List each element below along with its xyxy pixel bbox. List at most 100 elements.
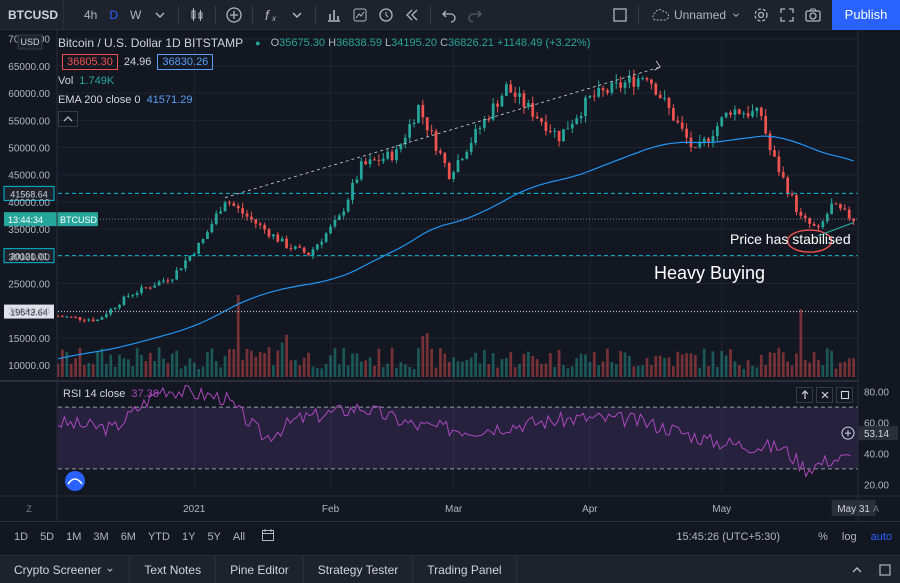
bar-replay-icon[interactable] — [347, 2, 373, 28]
current-price-symbol: BTCUSD — [60, 215, 98, 225]
move-pane-up-button[interactable] — [796, 387, 813, 403]
level-price-label: 30121.01 — [10, 252, 48, 262]
goto-date-icon[interactable] — [255, 528, 281, 545]
chevron-up-panel-icon[interactable] — [850, 563, 864, 577]
horizontal-levels: 41568.64 30121.01 19843.64 13:44:34 BTCUSD — [3, 185, 858, 319]
volume-bar — [96, 351, 99, 377]
rsi-tick-label: 20.00 — [864, 480, 889, 491]
candle-style-icon[interactable] — [184, 2, 210, 28]
candle-body — [421, 105, 425, 118]
symbol-search[interactable]: BTCUSD — [0, 0, 64, 30]
range-5y[interactable]: 5Y — [207, 530, 221, 543]
volume-bar — [452, 357, 455, 377]
camera-snapshot-icon[interactable] — [800, 2, 826, 28]
date-range-bar: 1D 5D 1M 3M 6M YTD 1Y 5Y All 15:45:26 (U… — [0, 521, 900, 551]
volume-bar — [531, 356, 535, 377]
fullscreen-icon[interactable] — [774, 2, 800, 28]
publish-button[interactable]: Publish — [832, 0, 900, 30]
candle-body — [535, 116, 539, 119]
volume-bar — [491, 352, 495, 377]
range-all[interactable]: All — [232, 530, 246, 543]
financials-icon[interactable] — [321, 2, 347, 28]
countdown-label: 13:44:34 — [8, 215, 43, 225]
range-ytd[interactable]: YTD — [147, 530, 170, 543]
volume-bar — [214, 361, 218, 377]
range-3m[interactable]: 3M — [93, 530, 109, 543]
candle-body — [223, 202, 227, 212]
timeframe-1d[interactable]: D — [109, 7, 119, 22]
volume-bar — [144, 361, 148, 377]
auto-scale-toggle[interactable]: auto — [870, 531, 892, 543]
log-scale-toggle[interactable]: log — [841, 531, 857, 543]
timezone-clock[interactable]: 15:45:26 (UTC+5:30) — [676, 531, 780, 543]
undo-icon[interactable] — [436, 2, 462, 28]
sell-button[interactable]: 36805.30 — [62, 53, 118, 70]
tab-strategy-tester[interactable]: Strategy Tester — [304, 555, 414, 583]
candle-body — [540, 118, 543, 122]
volume-bar — [232, 349, 236, 377]
fullscreen-toggle-icon[interactable] — [607, 2, 633, 28]
candle-body — [390, 151, 394, 161]
volume-bar — [702, 348, 706, 377]
current-price-badge — [4, 212, 98, 227]
candle-body — [324, 233, 328, 242]
redo-icon[interactable] — [462, 2, 488, 28]
tab-crypto-screener[interactable]: Crypto Screener — [0, 555, 131, 583]
volume-bar — [179, 368, 183, 377]
range-1y[interactable]: 1Y — [181, 530, 196, 543]
candle-body — [461, 158, 464, 161]
level-price-badge — [3, 248, 55, 264]
candle-body — [737, 109, 741, 114]
chart-canvas[interactable]: 41568.64 30121.01 19843.64 13:44:34 BTCUSD P… — [0, 30, 900, 521]
tab-pine-editor[interactable]: Pine Editor — [216, 555, 304, 583]
close-pane-button[interactable] — [816, 387, 833, 403]
chevron-down-icon[interactable] — [147, 2, 173, 28]
volume-bar — [592, 352, 596, 377]
volume-bar — [588, 361, 592, 377]
maximize-panel-icon[interactable] — [878, 563, 892, 577]
volume-bar — [390, 347, 394, 377]
price-tick-label: 15000.00 — [8, 334, 50, 345]
candle-body — [113, 307, 117, 309]
tab-text-notes[interactable]: Text Notes — [130, 555, 217, 583]
price-tick-label: 40000.00 — [8, 198, 50, 209]
alert-icon[interactable] — [373, 2, 399, 28]
scale-options: % log auto — [818, 522, 892, 552]
layout-name[interactable]: Unnamed — [644, 8, 748, 22]
timeframe-4h[interactable]: 4h — [84, 7, 98, 22]
volume-bar — [597, 365, 601, 377]
candle-body — [676, 120, 680, 123]
candle-body — [263, 224, 266, 230]
volume-bar — [685, 353, 688, 377]
volume-bar — [228, 349, 231, 377]
volume-bar — [320, 368, 324, 377]
range-6m[interactable]: 6M — [120, 530, 136, 543]
maximize-pane-button[interactable] — [836, 387, 853, 403]
volume-bar — [104, 363, 108, 377]
legend-collapse-button[interactable] — [58, 110, 78, 127]
chevron-down-icon[interactable] — [284, 2, 310, 28]
timeframe-1w[interactable]: W — [130, 7, 142, 22]
candle-body — [118, 304, 121, 308]
candle-body — [276, 234, 280, 242]
replay-back-icon[interactable] — [399, 2, 425, 28]
range-1d[interactable]: 1D — [14, 530, 29, 543]
chevron-down-icon — [732, 12, 740, 17]
tab-trading-panel[interactable]: Trading Panel — [413, 555, 517, 583]
percent-scale-toggle[interactable]: % — [818, 531, 828, 543]
candle-body — [584, 97, 587, 117]
range-1m[interactable]: 1M — [66, 530, 82, 543]
divider — [430, 5, 432, 24]
candle-body — [210, 224, 214, 233]
volume-bar — [544, 363, 548, 377]
candle-body — [636, 78, 640, 87]
settings-gear-icon[interactable] — [748, 2, 774, 28]
candle-body — [562, 129, 565, 142]
rsi-tick-label: 80.00 — [864, 388, 889, 399]
range-5d[interactable]: 5D — [40, 530, 55, 543]
volume-bar — [803, 359, 807, 377]
buy-button[interactable]: 36830.26 — [157, 53, 214, 70]
add-compare-icon[interactable] — [221, 2, 247, 28]
volume-bar — [250, 350, 253, 377]
